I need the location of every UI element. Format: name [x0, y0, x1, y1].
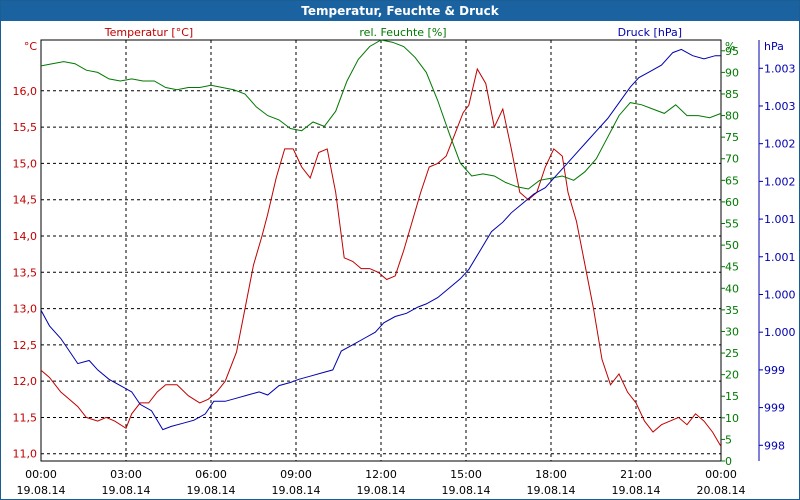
pressure-series-line	[40, 48, 721, 431]
humidity-tick-label: 80	[725, 110, 739, 123]
temperature-tick-label: 14,5	[13, 194, 38, 207]
chart-title: Temperatur, Feuchte & Druck	[1, 1, 799, 21]
humidity-tick-label: 15	[725, 390, 739, 403]
temperature-tick-label: 15,0	[13, 157, 38, 170]
humidity-series-line	[40, 39, 722, 190]
temperature-tick-label: 14,0	[13, 230, 38, 243]
temperature-tick-label: 13,0	[13, 303, 38, 316]
pressure-tick-label: 1.003	[764, 62, 796, 75]
pressure-tick-label: 1.001	[764, 251, 796, 264]
pressure-unit: hPa	[764, 40, 784, 53]
humidity-tick-label: 60	[725, 196, 739, 209]
temperature-tick-label: 11,0	[13, 448, 38, 461]
humidity-tick-label: 40	[725, 282, 739, 295]
temperature-tick-label: 15,5	[13, 121, 38, 134]
series-layer	[40, 39, 722, 447]
temperature-tick-label: 12,0	[13, 375, 38, 388]
humidity-tick-label: 65	[725, 174, 739, 187]
x-tick-time: 03:00	[110, 468, 142, 481]
x-tick-date: 19.08.14	[17, 484, 66, 497]
pressure-tick-label: 1.000	[764, 288, 796, 301]
humidity-tick-label: 20	[725, 369, 739, 382]
x-tick-date: 19.08.14	[357, 484, 406, 497]
pressure-tick-label: 1.002	[764, 175, 796, 188]
temperature-tick-label: 16,0	[13, 85, 38, 98]
x-tick-date: 19.08.14	[187, 484, 236, 497]
pressure-axis-label: Druck [hPa]	[618, 26, 682, 39]
x-tick-date: 19.08.14	[272, 484, 321, 497]
x-tick-date: 20.08.14	[697, 484, 746, 497]
pressure-tick-label: 998	[764, 439, 785, 452]
x-tick-time: 21:00	[620, 468, 652, 481]
temperature-unit: °C	[24, 40, 38, 53]
x-tick-date: 19.08.14	[102, 484, 151, 497]
x-tick-date: 19.08.14	[527, 484, 576, 497]
pressure-tick-label: 1.001	[764, 213, 796, 226]
temperature-tick-label: 12,5	[13, 339, 38, 352]
temperature-axis-label: Temperatur [°C]	[104, 26, 193, 39]
humidity-tick-label: 75	[725, 131, 739, 144]
humidity-tick-label: 85	[725, 88, 739, 101]
humidity-tick-label: 55	[725, 218, 739, 231]
humidity-tick-label: 10	[725, 412, 739, 425]
x-tick-time: 15:00	[450, 468, 482, 481]
x-tick-time: 12:00	[365, 468, 397, 481]
x-tick-time: 00:00	[25, 468, 57, 481]
humidity-tick-label: 95	[725, 45, 739, 58]
x-tick-time: 00:00	[705, 468, 737, 481]
humidity-axis-label: rel. Feuchte [%]	[359, 26, 446, 39]
x-tick-time: 09:00	[280, 468, 312, 481]
x-tick-time: 06:00	[195, 468, 227, 481]
pressure-tick-label: 1.000	[764, 326, 796, 339]
humidity-tick-label: 50	[725, 239, 739, 252]
grid	[41, 40, 721, 461]
humidity-tick-label: 0	[725, 455, 732, 468]
pressure-tick-label: 999	[764, 402, 785, 415]
humidity-tick-label: 70	[725, 153, 739, 166]
humidity-tick-label: 5	[725, 433, 732, 446]
x-tick-date: 19.08.14	[612, 484, 661, 497]
axes-layer: 00:00 19.08.14 03:00 19.08.14 06:00 19.08.14 0…	[13, 26, 796, 497]
temperature-series-line	[40, 67, 722, 447]
pressure-tick-label: 999	[764, 364, 785, 377]
x-tick-date: 19.08.14	[442, 484, 491, 497]
temperature-tick-label: 13,5	[13, 266, 38, 279]
humidity-unit: %	[725, 40, 735, 53]
humidity-tick-label: 35	[725, 304, 739, 317]
pressure-tick-label: 1.002	[764, 138, 796, 151]
pressure-tick-label: 1.003	[764, 100, 796, 113]
humidity-tick-label: 45	[725, 261, 739, 274]
temperature-tick-label: 11,5	[13, 411, 38, 424]
humidity-tick-label: 90	[725, 66, 739, 79]
humidity-tick-label: 25	[725, 347, 739, 360]
x-tick-time: 18:00	[535, 468, 567, 481]
humidity-tick-label: 30	[725, 325, 739, 338]
